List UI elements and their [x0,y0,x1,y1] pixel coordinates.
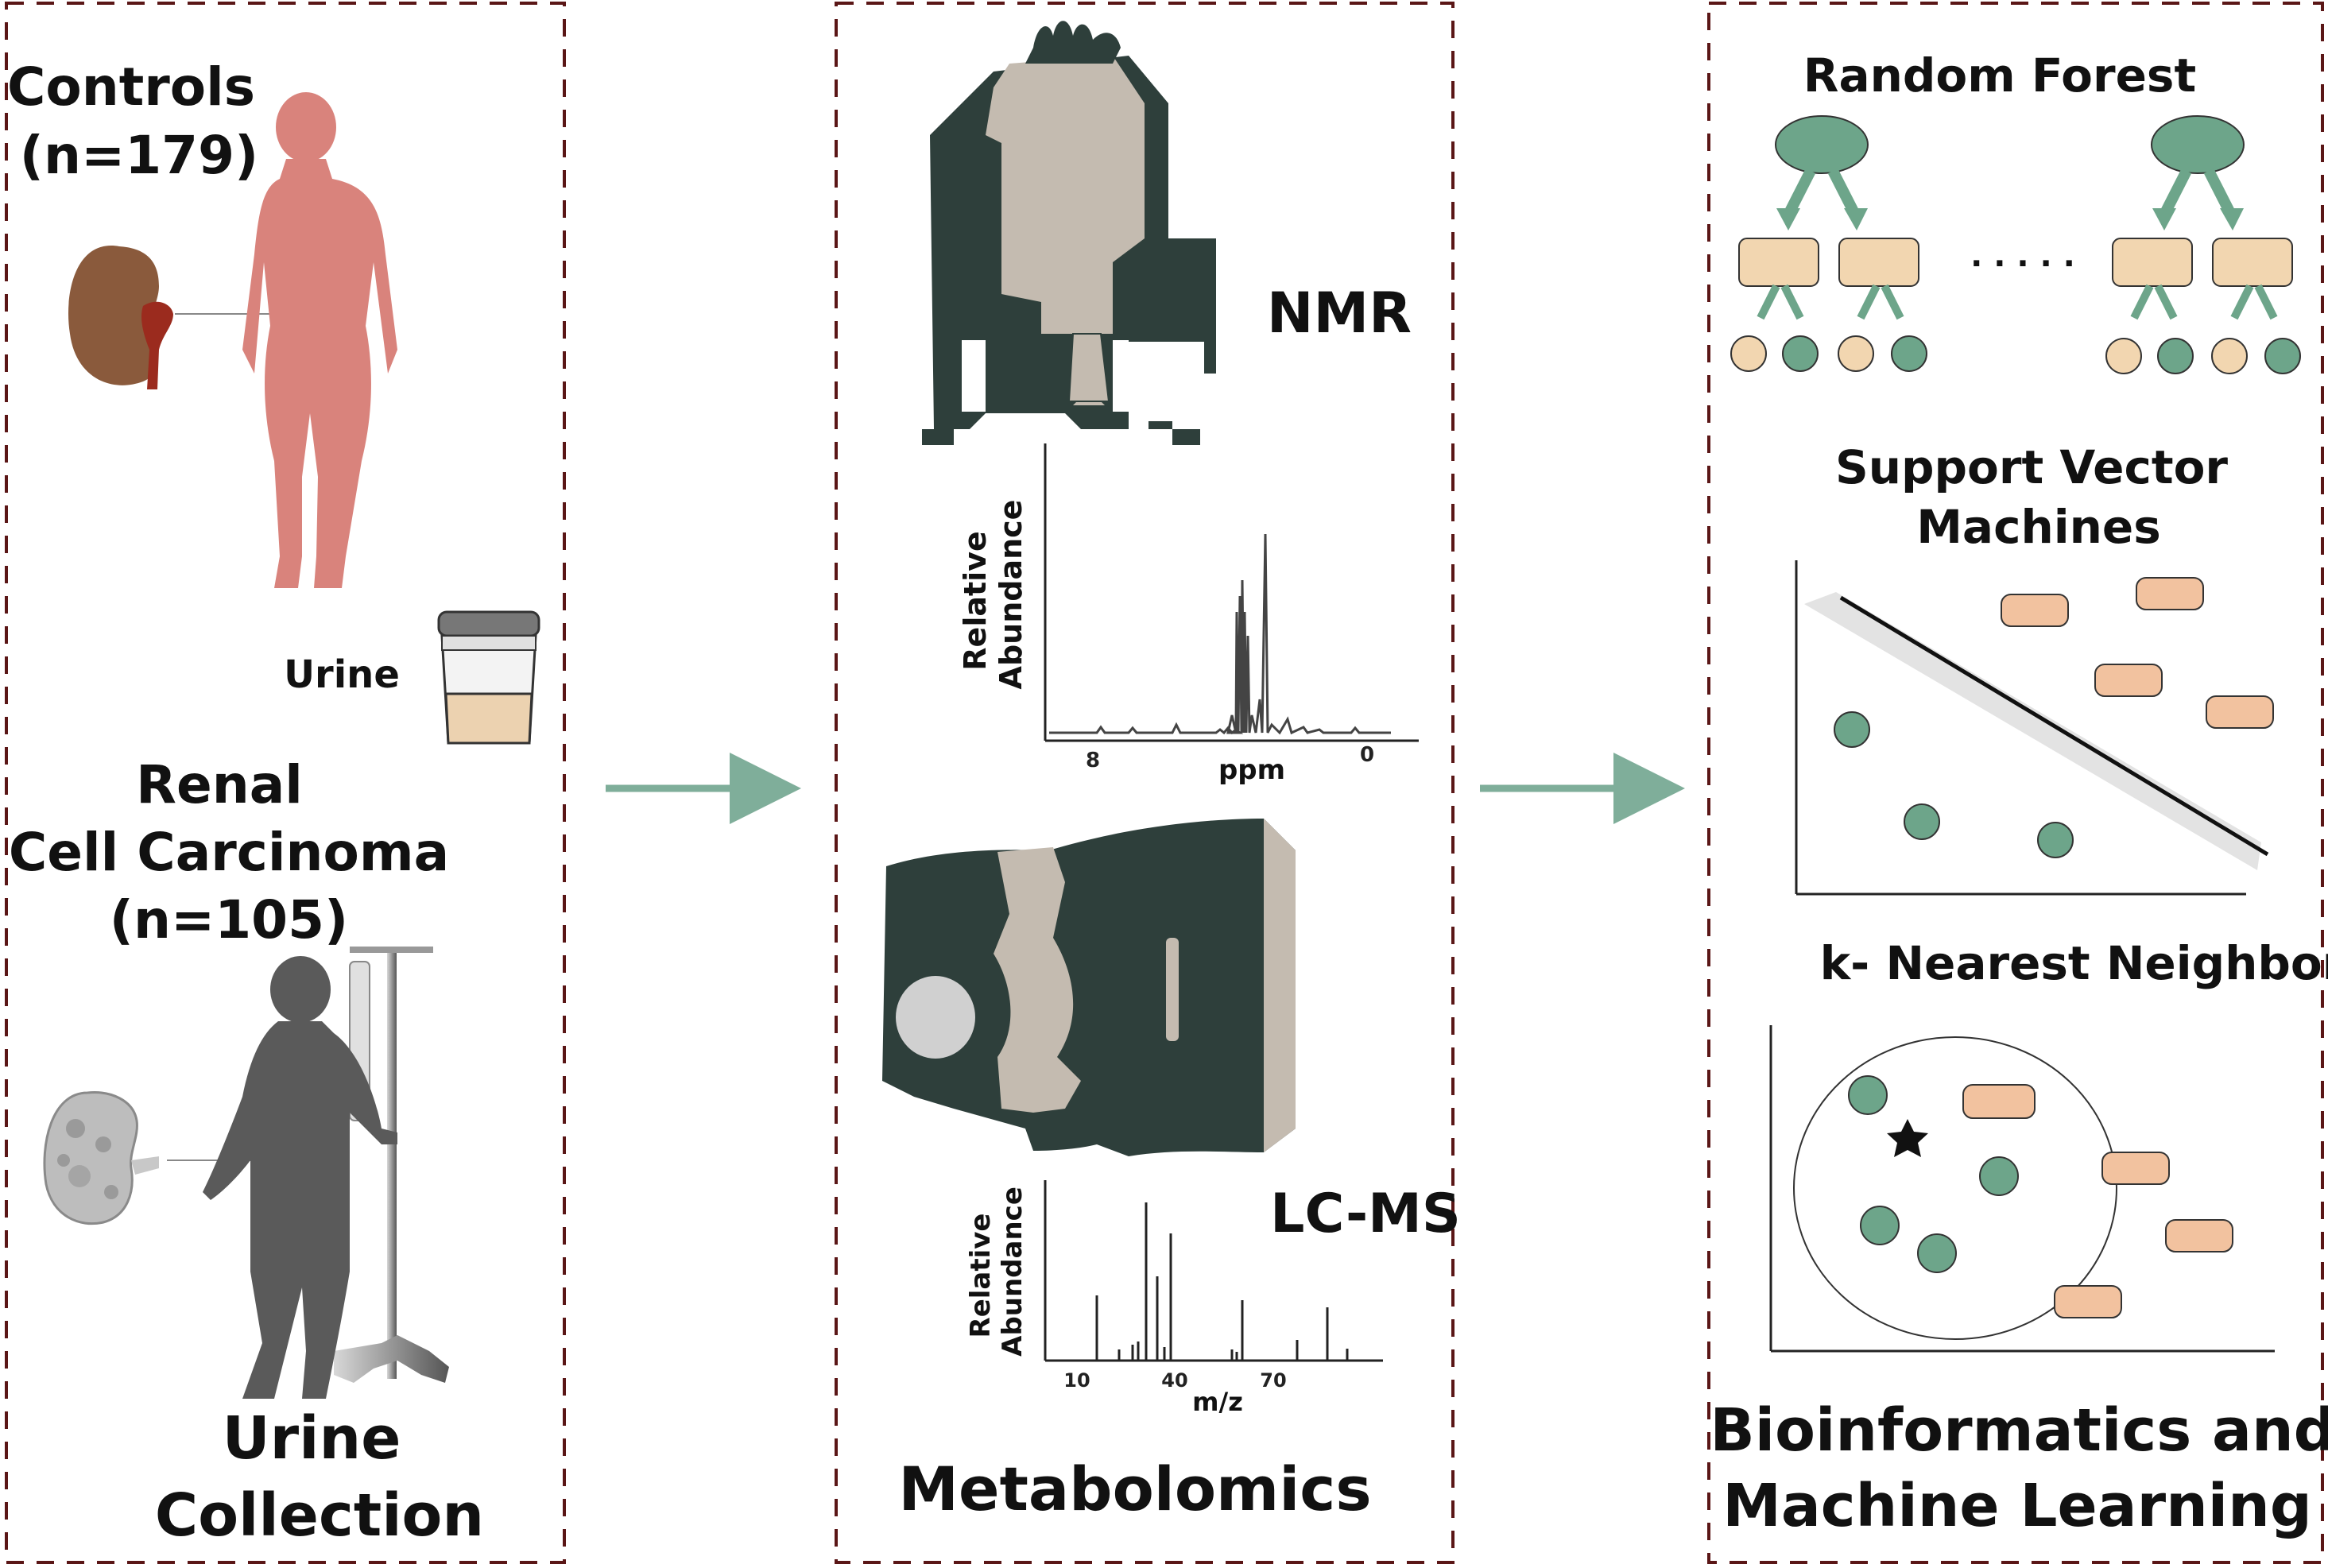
panel-border-machine-learning [1707,2,2324,1564]
urine-cup-icon [437,610,540,745]
lcms-label: LC-MS [1270,1183,1461,1245]
knn-title: k- Nearest Neighbor [1820,936,2328,990]
lcms-y-label-line1: Relative [965,1214,997,1338]
decision-tree-1 [1730,115,1927,372]
ml-title-line1: Bioinformatics and [1710,1396,2328,1465]
nmr-spectrum-trace [1049,533,1391,735]
diseased-kidney-icon [43,1091,277,1225]
forest-ellipsis: . . . . . [1970,238,2075,274]
panel-machine-learning: Random Forest . . . . . [1707,2,2328,1564]
nmr-instrument-icon [922,21,1216,445]
knn-plot [1769,1025,2275,1353]
query-point-star-icon [1887,1119,1928,1157]
ml-title-line2: Machine Learning [1722,1472,2312,1540]
healthy-person-silhouette [242,92,397,588]
patient-silhouette [203,956,397,1399]
panel-urine-collection: Controls (n=179) Urine Renal Cell Carcin… [5,2,566,1564]
decision-tree-2 [2105,115,2301,374]
svm-decision-boundary [1839,595,2269,857]
urine-collection-title-line1: Urine [223,1404,401,1473]
rcc-label-line1: Renal [136,754,303,815]
lcms-x-tick-70: 70 [1260,1369,1286,1392]
rcc-count: (n=105) [110,889,348,950]
metabolomics-title: Metabolomics [898,1454,1371,1524]
urine-collection-title-line2: Collection [155,1481,484,1550]
panel-border-metabolomics [835,2,1455,1564]
lcms-x-tick-10: 10 [1063,1369,1090,1392]
nmr-spectrum-chart: Relative Abundance 8 0 ppm [958,443,1419,786]
panel-border-urine [5,2,566,1564]
rcc-label-line2: Cell Carcinoma [9,822,449,883]
nmr-x-tick-8: 8 [1086,749,1100,772]
nmr-y-label-line1: Relative [958,531,993,670]
random-forest-title: Random Forest [1803,48,2196,103]
controls-label: Controls [7,56,255,118]
iv-pole-icon [334,947,449,1383]
lcms-peaks [1095,1202,1349,1361]
panel-metabolomics: NMR Relative Abundance 8 0 ppm LC-MS [835,2,1461,1564]
lcms-y-label-line2: Abundance [997,1187,1028,1357]
lcms-spectrum-chart: Relative Abundance 10 40 70 m/z [965,1180,1383,1417]
nmr-x-label: ppm [1218,754,1285,786]
svm-plot [1795,560,2274,896]
svm-title-line2: Machines [1916,500,2161,554]
nmr-y-label-line2: Abundance [994,500,1028,690]
urine-label: Urine [284,652,400,697]
svm-title-line1: Support Vector [1835,440,2228,494]
healthy-kidney-icon [68,246,288,389]
nmr-x-tick-0: 0 [1360,743,1374,767]
lcms-x-label: m/z [1192,1387,1243,1417]
nmr-label: NMR [1267,281,1412,346]
controls-count: (n=179) [20,125,258,186]
lcms-x-tick-40: 40 [1161,1369,1187,1392]
lcms-instrument-icon [882,819,1296,1156]
